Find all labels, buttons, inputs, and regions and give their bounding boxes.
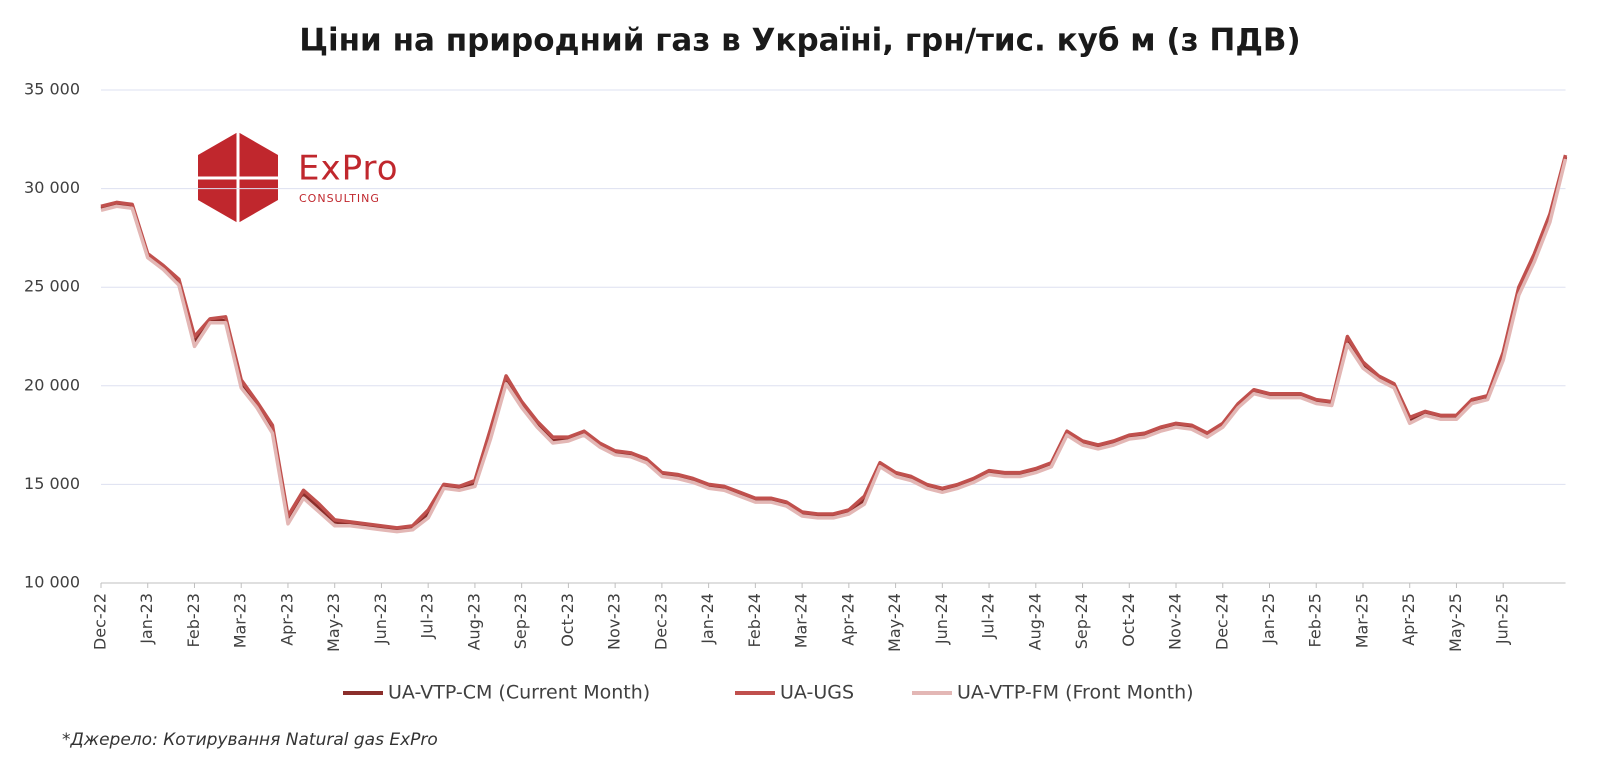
- x-tick-label: Oct-24: [1119, 593, 1138, 647]
- x-tick-label: Jan-25: [1259, 593, 1278, 645]
- x-tick-label: Apr-24: [838, 593, 857, 646]
- line-series: [100, 154, 1568, 530]
- source-note: *Джерело: Котирування Natural gas ExPro: [62, 730, 438, 750]
- y-tick-label: 20 000: [24, 375, 80, 394]
- line-series: [100, 158, 1568, 534]
- x-tick-label: Feb-24: [745, 593, 764, 647]
- x-tick-label: Dec-24: [1212, 593, 1231, 650]
- x-tick-label: Aug-24: [1025, 593, 1044, 650]
- x-tick-label: Sep-23: [511, 593, 530, 649]
- logo-name: ExPro: [298, 149, 399, 189]
- x-tick-label: May-23: [324, 593, 343, 652]
- legend-label: UA-VTP-FM (Front Month): [957, 682, 1194, 704]
- line-series: [100, 156, 1568, 532]
- x-tick-label: Jan-23: [137, 593, 156, 645]
- x-tick-label: Jun-23: [371, 593, 390, 645]
- x-tick-label: Jun-25: [1493, 593, 1512, 645]
- x-tick-label: Oct-23: [558, 593, 577, 647]
- x-tick-label: Feb-23: [184, 593, 203, 647]
- x-tick-label: Mar-25: [1352, 593, 1371, 648]
- y-tick-label: 10 000: [24, 573, 80, 592]
- x-tick-label: Sep-24: [1072, 593, 1091, 649]
- x-tick-label: Jan-24: [698, 593, 717, 645]
- x-tick-label: Mar-23: [231, 593, 250, 648]
- legend-label: UA-UGS: [780, 682, 854, 704]
- x-tick-label: Apr-23: [277, 593, 296, 646]
- y-tick-label: 35 000: [24, 80, 80, 99]
- x-tick-label: Mar-24: [792, 593, 811, 648]
- x-tick-label: Feb-25: [1306, 593, 1325, 647]
- x-tick-label: Apr-25: [1399, 593, 1418, 646]
- x-tick-label: Jul-24: [979, 593, 998, 639]
- y-tick-label: 25 000: [24, 277, 80, 296]
- x-tick-label: Aug-23: [464, 593, 483, 650]
- logo-tagline: CONSULTING: [299, 192, 380, 205]
- x-tick-label: Dec-22: [91, 593, 110, 650]
- legend-label: UA-VTP-CM (Current Month): [388, 682, 650, 704]
- x-tick-label: May-24: [885, 593, 904, 652]
- x-tick-label: May-25: [1446, 593, 1465, 652]
- y-tick-label: 30 000: [24, 178, 80, 197]
- x-tick-label: Nov-24: [1166, 593, 1185, 650]
- y-tick-label: 15 000: [24, 474, 80, 493]
- x-tick-label: Nov-23: [605, 593, 624, 650]
- chart-title: Ціни на природний газ в Україні, грн/тис…: [299, 23, 1300, 59]
- x-tick-label: Jul-23: [418, 593, 437, 639]
- x-tick-label: Jun-24: [932, 593, 951, 645]
- logo: ExPro CONSULTING: [198, 132, 399, 223]
- x-tick-label: Dec-23: [651, 593, 670, 650]
